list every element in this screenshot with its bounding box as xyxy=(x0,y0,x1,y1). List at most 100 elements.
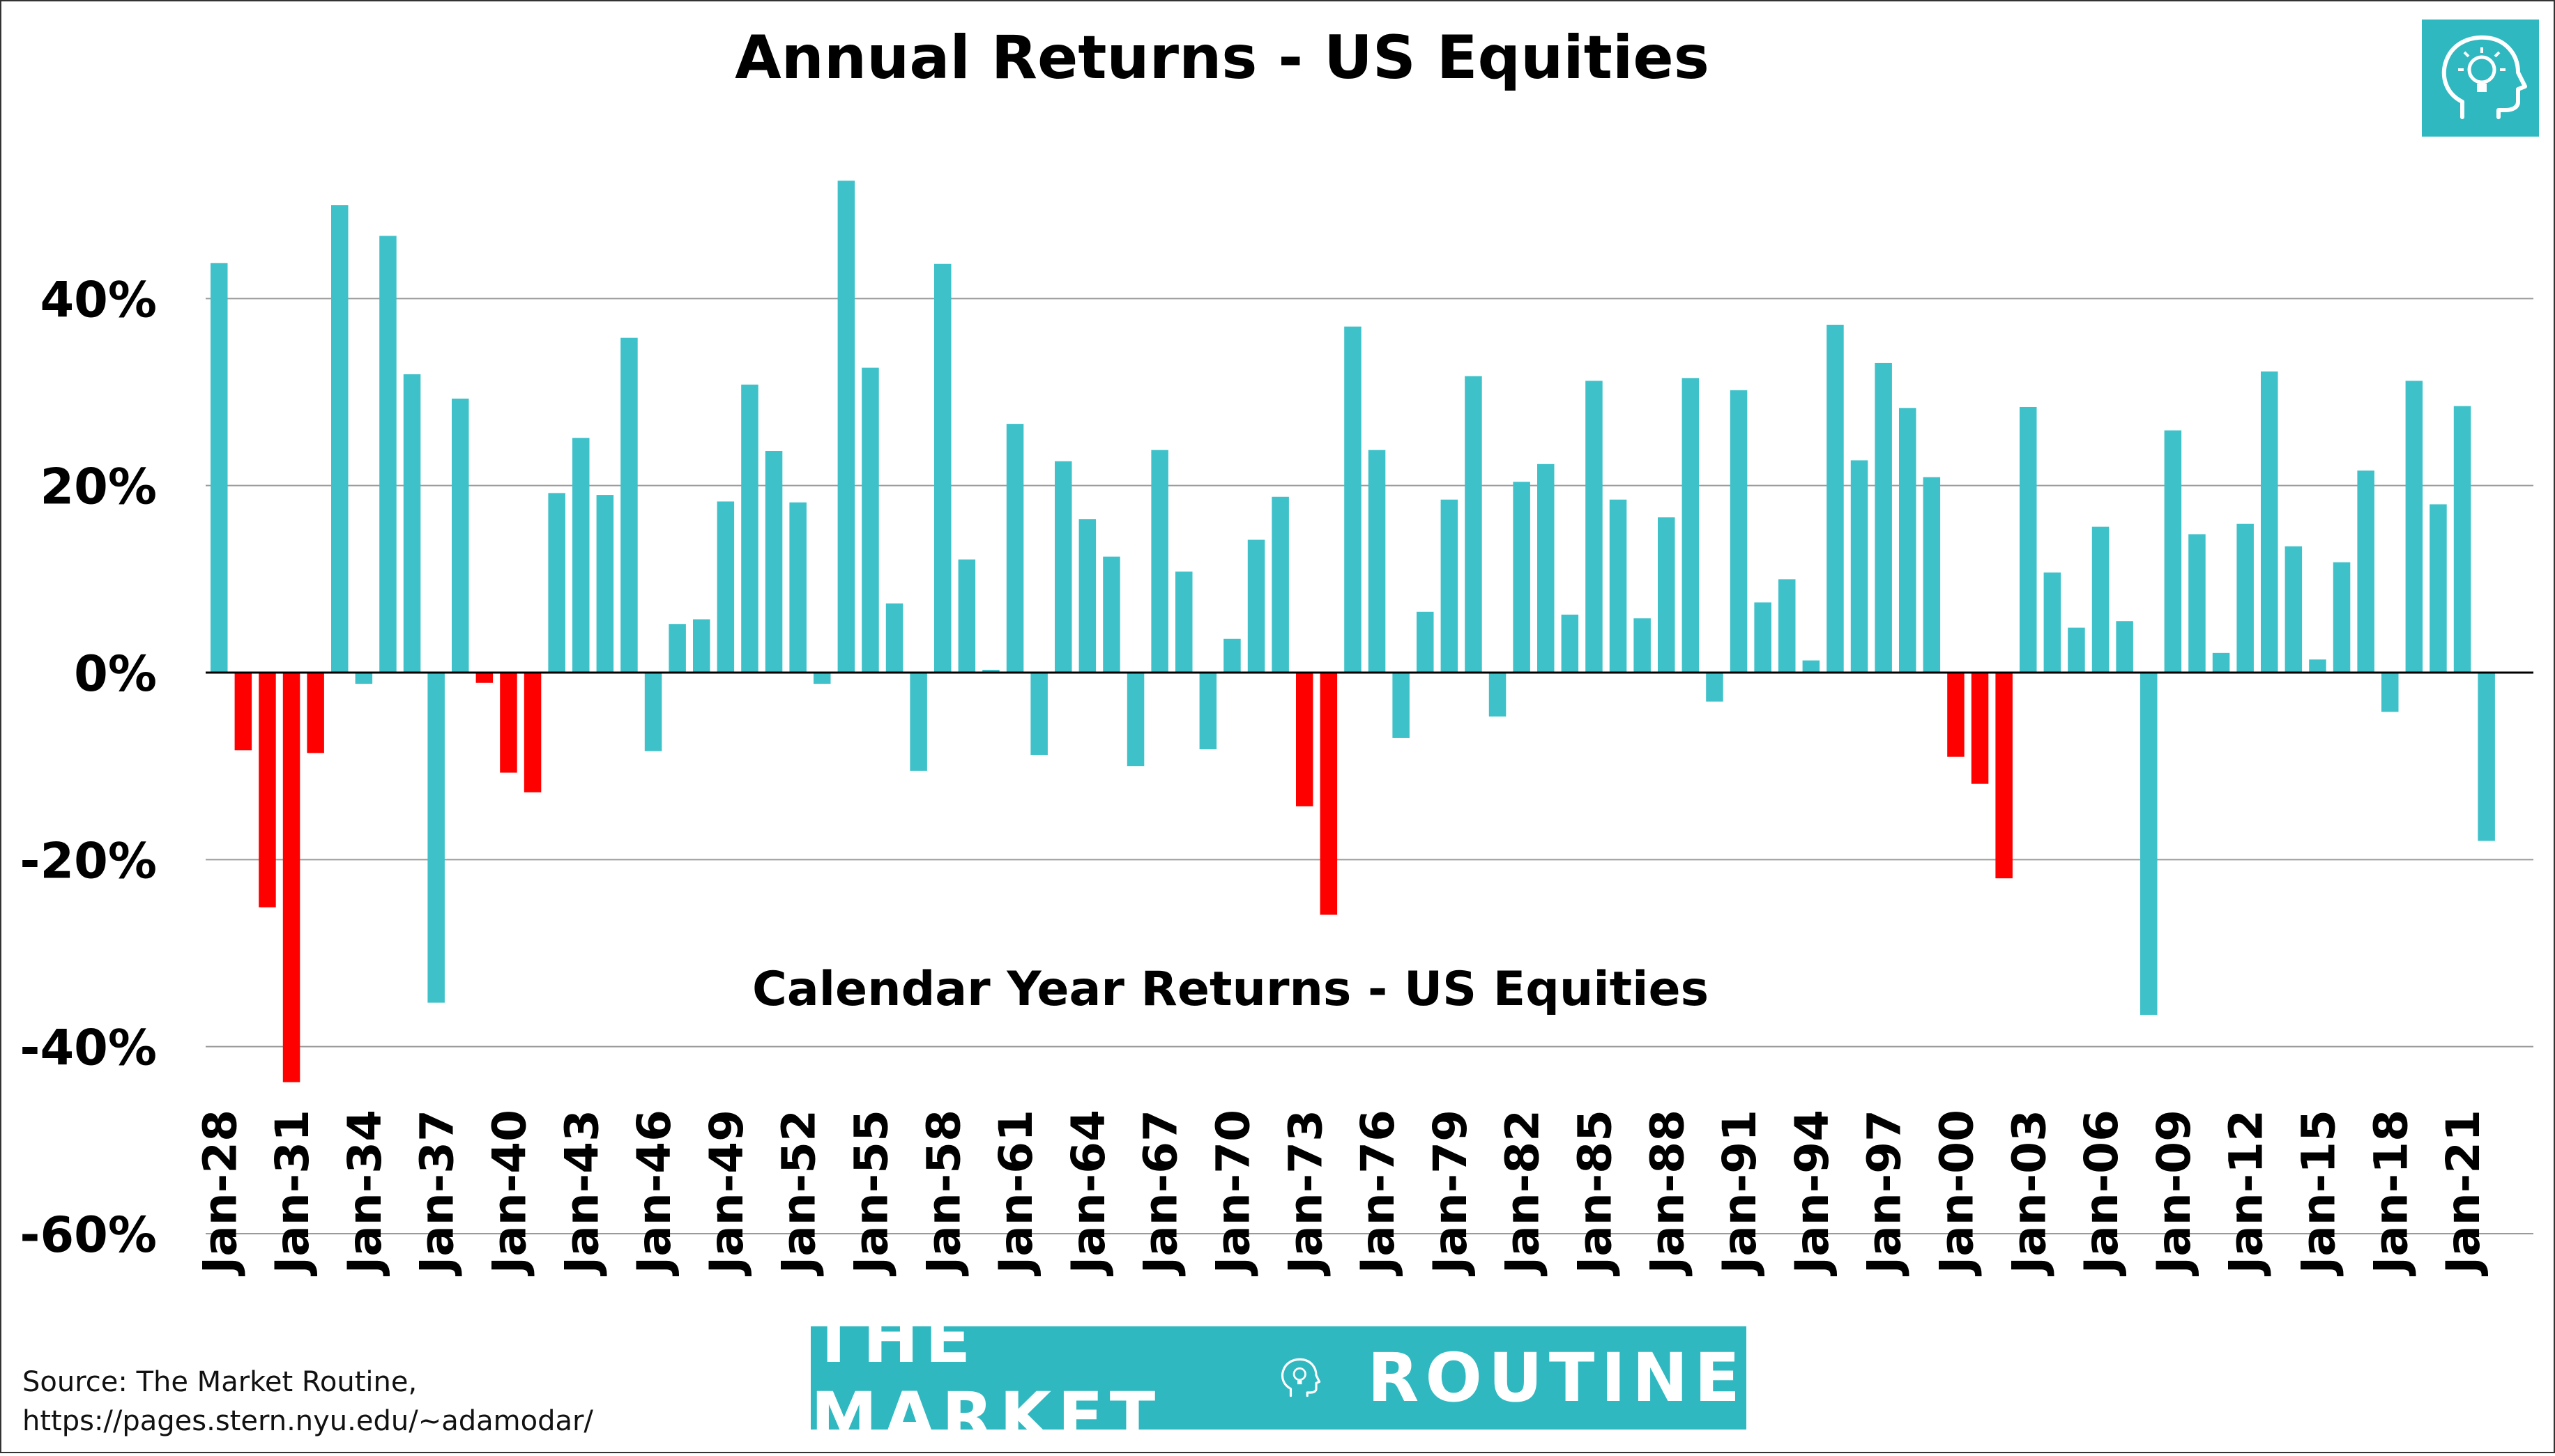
x-tick-label: Jan-79 xyxy=(1424,1110,1477,1276)
bar-1933 xyxy=(331,205,349,673)
bar-1984 xyxy=(1561,614,1579,673)
subtitle-background xyxy=(725,956,1729,1033)
bar-1976 xyxy=(1368,450,1386,673)
bar-1939 xyxy=(475,673,494,683)
bar-1979 xyxy=(1440,499,1458,673)
bar-1961 xyxy=(1006,424,1024,673)
y-tick-label: 20% xyxy=(40,459,157,516)
brand-name-right: ROUTINE xyxy=(1367,1339,1746,1417)
x-tick-label: Jan-09 xyxy=(2147,1110,2201,1276)
bar-1942 xyxy=(548,493,565,673)
x-tick-label: Jan-43 xyxy=(555,1110,609,1276)
x-tick-label: Jan-34 xyxy=(338,1110,392,1276)
bar-1969 xyxy=(1199,673,1217,750)
chart-title: Annual Returns - US Equities xyxy=(735,23,1709,93)
bar-1951 xyxy=(765,451,783,673)
x-tick-label: Jan-82 xyxy=(1496,1110,1550,1276)
x-tick-label: Jan-46 xyxy=(627,1110,681,1276)
bar-1989 xyxy=(1681,378,1700,673)
bar-1974 xyxy=(1320,673,1338,915)
bar-1937 xyxy=(427,673,445,1003)
x-tick-label: Jan-76 xyxy=(1351,1110,1405,1276)
brand-name-left: THE MARKET xyxy=(811,1300,1162,1456)
bar-2008 xyxy=(2140,673,2158,1016)
bar-1948 xyxy=(693,619,710,673)
x-tick-label: Jan-88 xyxy=(1640,1110,1694,1276)
x-tick-label: Jan-94 xyxy=(1785,1110,1839,1276)
bar-2003 xyxy=(2020,406,2037,673)
bar-1930 xyxy=(259,673,276,907)
bar-2009 xyxy=(2164,430,2182,673)
bar-1943 xyxy=(572,438,590,673)
bar-1963 xyxy=(1055,461,1072,673)
chart-subtitle: Calendar Year Returns - US Equities xyxy=(752,962,1709,1017)
bar-1992 xyxy=(1754,602,1771,673)
bar-1967 xyxy=(1151,450,1168,673)
x-tick-label: Jan-18 xyxy=(2364,1110,2418,1276)
bar-1972 xyxy=(1272,496,1289,673)
bar-2021 xyxy=(2453,406,2471,673)
bar-1960 xyxy=(982,669,1000,673)
bar-1997 xyxy=(1875,362,1892,673)
y-tick-label: 0% xyxy=(74,645,157,703)
bar-2016 xyxy=(2333,562,2351,673)
gridlines xyxy=(206,298,2533,1234)
bar-1932 xyxy=(307,673,324,753)
bar-1952 xyxy=(789,502,807,673)
bar-1970 xyxy=(1223,638,1241,673)
bar-1954 xyxy=(837,181,855,673)
bar-2018 xyxy=(2381,673,2399,712)
y-tick-labels: 40% 20% 0% -20% -40% -60% xyxy=(20,271,157,1264)
bar-1940 xyxy=(500,673,517,773)
bar-1935 xyxy=(379,236,397,673)
x-tick-label: Jan-49 xyxy=(700,1110,754,1276)
bar-1988 xyxy=(1658,517,1675,673)
bar-2010 xyxy=(2188,534,2206,673)
bar-1987 xyxy=(1633,618,1651,673)
x-tick-label: Jan-03 xyxy=(2002,1110,2056,1276)
bar-1985 xyxy=(1585,381,1603,673)
bar-2013 xyxy=(2261,371,2278,673)
bar-1994 xyxy=(1802,660,1820,673)
bar-2000 xyxy=(1947,673,1965,757)
x-tick-label: Jan-97 xyxy=(1858,1110,1912,1276)
bar-1959 xyxy=(958,559,976,673)
bar-1983 xyxy=(1537,463,1555,673)
bar-1928 xyxy=(211,263,228,673)
bar-1980 xyxy=(1465,376,1482,673)
bar-2020 xyxy=(2430,504,2447,673)
bar-1957 xyxy=(910,673,927,771)
bar-1950 xyxy=(741,384,758,673)
bar-1944 xyxy=(596,495,614,673)
bar-1936 xyxy=(403,374,421,673)
x-tick-label: Jan-21 xyxy=(2436,1110,2490,1276)
y-tick-label: -60% xyxy=(20,1206,157,1264)
bar-1934 xyxy=(355,673,373,684)
x-tick-label: Jan-15 xyxy=(2291,1110,2345,1276)
bar-1946 xyxy=(644,673,662,751)
bar-2004 xyxy=(2043,572,2061,673)
x-tick-label: Jan-58 xyxy=(917,1110,970,1276)
x-tick-label: Jan-52 xyxy=(772,1110,826,1276)
bar-1996 xyxy=(1850,460,1868,673)
bar-2002 xyxy=(1995,673,2013,879)
bar-1938 xyxy=(452,398,469,673)
bar-1965 xyxy=(1103,556,1120,673)
x-tick-label: Jan-00 xyxy=(1930,1110,1983,1276)
bars xyxy=(211,181,2495,1082)
x-tick-label: Jan-61 xyxy=(989,1110,1043,1276)
bar-2015 xyxy=(2309,659,2326,673)
source-line-2: https://pages.stern.nyu.edu/~adamodar/ xyxy=(22,1405,593,1437)
bar-1973 xyxy=(1296,673,1313,806)
bar-1968 xyxy=(1175,572,1193,673)
head-lightbulb-icon xyxy=(2441,35,2527,119)
bar-1949 xyxy=(717,501,735,673)
bar-2019 xyxy=(2405,381,2423,673)
x-tick-label: Jan-12 xyxy=(2220,1110,2273,1276)
x-tick-label: Jan-37 xyxy=(411,1110,464,1276)
bar-1964 xyxy=(1078,519,1097,673)
bar-1995 xyxy=(1826,324,1844,673)
x-tick-label: Jan-55 xyxy=(844,1110,898,1276)
